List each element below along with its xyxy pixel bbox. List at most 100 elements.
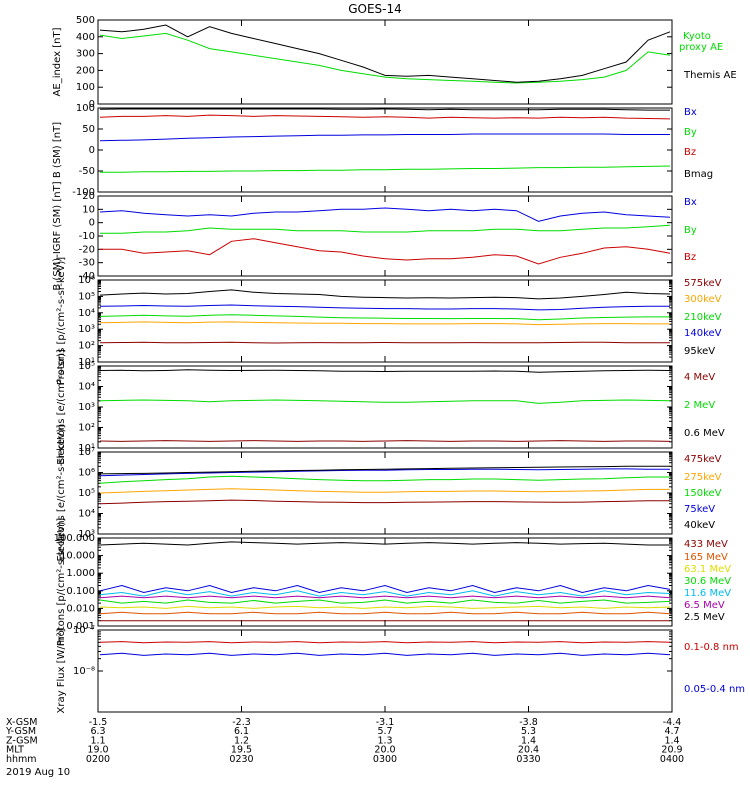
ylabel-protons: Protons [p/(cm²-s-sr-keV)] bbox=[56, 257, 67, 385]
legend-entry: proxy AE bbox=[679, 42, 723, 53]
axis-row-value: 1.4 bbox=[521, 735, 536, 746]
axis-row-label: Y-GSM bbox=[5, 726, 36, 737]
axis-row-value: 20.9 bbox=[661, 745, 682, 756]
legend-entry: 2 MeV bbox=[684, 400, 715, 411]
ytick-label: 20 bbox=[82, 191, 95, 202]
ylabel-bsm: B (SM) [nT] bbox=[52, 122, 63, 178]
chart-title: GOES-14 bbox=[348, 2, 402, 16]
series-line-electrons2-150kev bbox=[99, 475, 670, 484]
axis-row-value: 1.3 bbox=[377, 735, 392, 746]
ytick-label: 0.010 bbox=[66, 603, 95, 614]
series-line-ae-themis-ae bbox=[99, 24, 671, 83]
legend-entry: Kyoto bbox=[683, 31, 711, 42]
ytick-label: 10⁶ bbox=[78, 468, 95, 479]
axis-row-label: X-GSM bbox=[6, 717, 37, 728]
ytick-label: -30 bbox=[79, 258, 95, 269]
axis-row-value: 6.3 bbox=[90, 726, 105, 737]
ytick-label: 10³ bbox=[78, 402, 95, 413]
series-line-bsm-by bbox=[100, 165, 671, 173]
date-label: 2019 Aug 10 bbox=[6, 767, 71, 778]
series-line-protons-95kev bbox=[99, 289, 671, 300]
legend-entry: 165 MeV bbox=[684, 552, 728, 563]
ytick-label: -100 bbox=[72, 187, 95, 198]
series-line-ae-kyoto-proxy-ae bbox=[99, 32, 671, 84]
axis-row-label: hhmm bbox=[6, 754, 37, 765]
ytick-label: 0 bbox=[89, 218, 95, 229]
legend-entry: 6.5 MeV bbox=[684, 600, 725, 611]
series-line-xray-0-05-0-4-nm bbox=[99, 652, 671, 656]
axis-row-value: 19.5 bbox=[231, 745, 252, 756]
legend-entry: Themis AE bbox=[683, 70, 737, 81]
series-line-hprotons-30-6-mev bbox=[99, 599, 671, 604]
series-line-protons-575kev bbox=[99, 341, 671, 344]
legend-entry: 75keV bbox=[684, 504, 715, 515]
ytick-label: 0.001 bbox=[66, 621, 95, 632]
ytick-label: 10¹ bbox=[78, 357, 95, 368]
legend-entry: 11.6 MeV bbox=[684, 588, 731, 599]
ytick-label: 10¹ bbox=[78, 443, 95, 454]
legend-entry: 275keV bbox=[684, 472, 722, 483]
ytick-label: 10⁷ bbox=[78, 447, 95, 458]
series-line-hprotons-unnamed bbox=[99, 541, 670, 546]
legend-entry: Bz bbox=[684, 147, 696, 158]
ytick-label: 10⁴ bbox=[78, 308, 95, 319]
ytick-label: 10.000 bbox=[60, 551, 95, 562]
ytick-label: 10⁶ bbox=[78, 275, 95, 286]
ytick-label: 10⁻⁸ bbox=[73, 666, 95, 677]
series-line-protons-300kev bbox=[99, 321, 670, 326]
legend-entry: By bbox=[684, 127, 697, 138]
ytick-label: 10⁵ bbox=[78, 488, 95, 499]
ytick-label: 10² bbox=[78, 423, 95, 434]
legend-entry: Bmag bbox=[684, 169, 713, 180]
ytick-label: 10⁴ bbox=[78, 382, 95, 393]
axis-row-value: -1.5 bbox=[89, 717, 108, 728]
axis-row-value: 4.7 bbox=[664, 726, 679, 737]
panel-frame-electrons2 bbox=[97, 451, 673, 535]
ytick-label: 400 bbox=[76, 32, 95, 43]
series-line-xray-0-1-0-8-nm bbox=[99, 641, 671, 644]
ylabel-electrons1: Electrons [e/(cm²-s-sr)] bbox=[56, 349, 67, 465]
series-line-electrons1-4-mev bbox=[99, 440, 671, 442]
ytick-label: 200 bbox=[76, 65, 95, 76]
axis-row-value: 19.0 bbox=[87, 745, 108, 756]
axis-row-value: 5.7 bbox=[377, 726, 392, 737]
axis-row-label: MLT bbox=[6, 745, 24, 756]
ytick-label: 10² bbox=[78, 341, 95, 352]
axis-row-value: 0230 bbox=[229, 754, 253, 765]
ytick-label: -50 bbox=[79, 166, 95, 177]
axis-row-value: 6.1 bbox=[234, 726, 249, 737]
ytick-label: 10⁵ bbox=[78, 291, 95, 302]
series-line-bsmigrf-bz bbox=[100, 238, 671, 265]
legend-entry: 63.1 MeV bbox=[684, 564, 731, 575]
ylabel-ae: AE_index [nT] bbox=[52, 27, 63, 96]
axis-row-value: -3.1 bbox=[376, 717, 395, 728]
legend-entry: 4 MeV bbox=[684, 372, 715, 383]
legend-entry: 475keV bbox=[684, 454, 722, 465]
series-line-electrons2-475kev bbox=[99, 499, 670, 505]
ytick-label: 100.000 bbox=[54, 533, 95, 544]
series-line-hprotons-11-6-mev bbox=[99, 590, 671, 597]
panel-frame-electrons1 bbox=[97, 365, 673, 449]
panel-frame-protons bbox=[97, 279, 673, 363]
legend-entry: 575keV bbox=[684, 278, 722, 289]
ytick-label: 10⁵ bbox=[78, 361, 95, 372]
series-line-electrons1-2-mev bbox=[99, 399, 671, 404]
axis-row-value: 5.3 bbox=[521, 726, 536, 737]
ytick-label: 0 bbox=[89, 99, 95, 110]
axis-row-value: 0300 bbox=[373, 754, 397, 765]
axis-row-value: 1.4 bbox=[664, 735, 679, 746]
series-line-bsmigrf-by bbox=[100, 224, 671, 234]
axis-row-value: 20.0 bbox=[374, 745, 395, 756]
series-line-bsmigrf-bx bbox=[99, 207, 671, 222]
series-line-hprotons-2-5-mev bbox=[99, 584, 671, 594]
series-line-hprotons-63-1-mev bbox=[99, 605, 671, 609]
ytick-label: 10 bbox=[82, 204, 95, 215]
legend-entry: Bx bbox=[684, 197, 697, 208]
ytick-label: 10⁴ bbox=[78, 509, 95, 520]
series-line-bsm-bx bbox=[99, 133, 670, 142]
ylabel-electrons2: Electrons [e/(cm²-s-sr-keV)] bbox=[56, 424, 67, 561]
legend-entry: 40keV bbox=[684, 520, 715, 531]
ytick-label: 500 bbox=[76, 15, 95, 26]
legend-entry: 300keV bbox=[684, 294, 722, 305]
